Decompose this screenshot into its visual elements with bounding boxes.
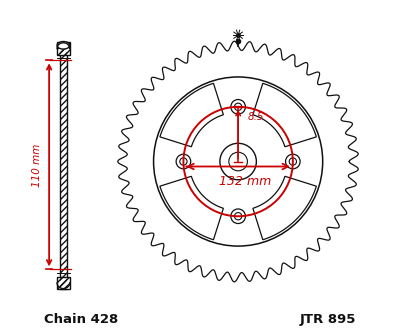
Text: 132 mm: 132 mm: [219, 175, 271, 188]
Circle shape: [234, 103, 242, 111]
Circle shape: [229, 152, 248, 171]
Bar: [60, 42, 67, 289]
Bar: [57, 42, 70, 55]
Circle shape: [234, 212, 242, 220]
Circle shape: [231, 100, 246, 114]
Bar: [60, 42, 67, 289]
Text: JTR 895: JTR 895: [300, 313, 356, 326]
Text: Chain 428: Chain 428: [44, 313, 118, 326]
Ellipse shape: [57, 42, 70, 49]
Polygon shape: [253, 176, 316, 240]
Text: 8.5: 8.5: [248, 112, 264, 122]
Circle shape: [289, 158, 296, 165]
Polygon shape: [118, 41, 358, 282]
Circle shape: [176, 154, 191, 169]
Polygon shape: [160, 83, 223, 147]
Polygon shape: [253, 83, 316, 147]
Circle shape: [220, 143, 256, 180]
Circle shape: [180, 158, 187, 165]
Polygon shape: [160, 176, 223, 240]
Circle shape: [154, 77, 323, 246]
Bar: [57, 277, 70, 289]
Circle shape: [286, 154, 300, 169]
Circle shape: [231, 209, 246, 223]
Text: 110 mm: 110 mm: [32, 143, 42, 186]
Bar: [57, 42, 70, 55]
Bar: [57, 277, 70, 289]
